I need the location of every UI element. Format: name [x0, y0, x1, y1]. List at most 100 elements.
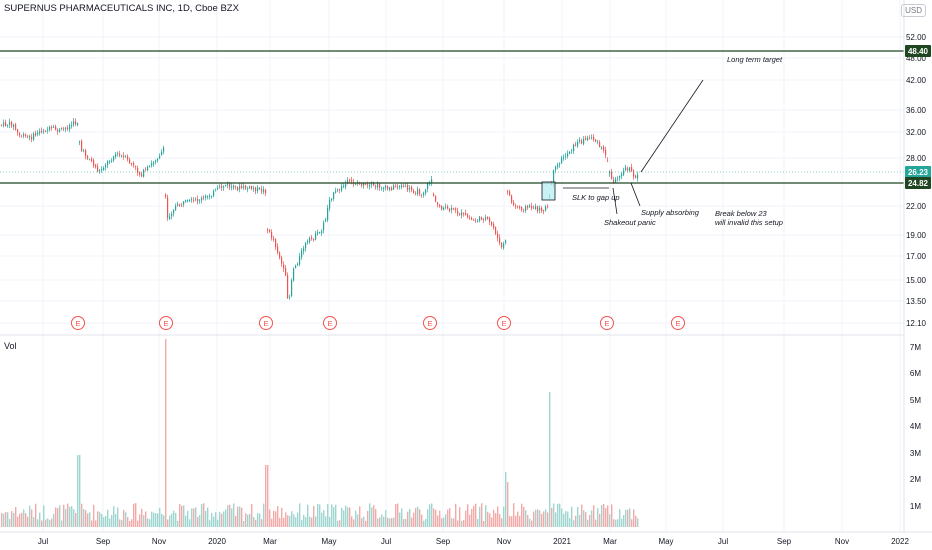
earnings-marker[interactable]: E: [159, 316, 173, 330]
volume-bar: [41, 520, 43, 527]
volume-bar: [291, 511, 293, 527]
svg-text:48.40: 48.40: [908, 47, 929, 56]
earnings-marker[interactable]: E: [600, 316, 614, 330]
candle: [143, 168, 145, 178]
annotation-shakeout: Shakeout panic: [604, 218, 656, 227]
volume-bar: [583, 510, 585, 527]
volume-bar: [137, 520, 139, 527]
volume-bar: [447, 509, 449, 527]
candle: [479, 215, 481, 223]
candle: [101, 166, 103, 173]
candle: [205, 194, 207, 201]
candle: [61, 127, 63, 131]
earnings-marker[interactable]: E: [259, 316, 273, 330]
candle: [337, 188, 339, 193]
candle: [79, 140, 81, 146]
candle: [477, 219, 479, 223]
candle: [385, 184, 387, 191]
candle: [321, 229, 323, 237]
volume-bar: [603, 503, 605, 527]
candle: [233, 184, 235, 190]
candle: [211, 195, 213, 199]
volume-bar: [617, 519, 619, 527]
price-axis-label: 28.00: [906, 154, 927, 163]
candle: [453, 207, 455, 211]
volume-bar: [131, 519, 133, 527]
candle: [329, 197, 331, 212]
candle: [449, 207, 451, 213]
price-tags: 48.40 26.23 24.82: [905, 45, 931, 189]
candle: [217, 185, 219, 191]
candle: [527, 204, 529, 210]
volume-bar: [205, 510, 207, 527]
currency-badge[interactable]: USD: [901, 4, 926, 17]
volume-bar: [173, 510, 175, 527]
time-axis-label: Nov: [835, 537, 849, 546]
volume-bar: [619, 509, 621, 527]
volume-bar: [565, 511, 567, 527]
candle: [607, 157, 609, 163]
volume-bar: [613, 519, 615, 527]
volume-bar: [381, 514, 383, 527]
volume-bar: [115, 514, 117, 527]
volume-bar: [497, 506, 499, 527]
candle: [433, 192, 435, 197]
candle: [285, 265, 287, 277]
earnings-marker[interactable]: E: [323, 316, 337, 330]
volume-bar: [441, 518, 443, 527]
volume-bar: [345, 505, 347, 527]
earnings-marker[interactable]: E: [423, 316, 437, 330]
volume-bar: [453, 518, 455, 527]
volume-bar: [365, 520, 367, 527]
volume-bar: [477, 518, 479, 527]
gap-box[interactable]: [541, 181, 556, 201]
earnings-marker[interactable]: E: [71, 316, 85, 330]
candle: [243, 183, 245, 191]
candle: [309, 236, 311, 244]
volume-bar: [111, 514, 113, 527]
candle: [403, 183, 405, 188]
volume-bar: [55, 507, 57, 527]
candle: [341, 182, 343, 193]
volume-bar: [95, 520, 97, 527]
volume-bar: [551, 507, 553, 527]
candle: [409, 185, 411, 193]
candle: [59, 128, 61, 133]
volume-bar: [579, 514, 581, 527]
candle: [185, 199, 187, 203]
volume-bar: [429, 504, 431, 527]
volume-bar: [117, 507, 119, 527]
time-axis[interactable]: Jul Sep Nov 2020 Mar May Jul Sep Nov 2021 Mar May Ju…: [38, 537, 910, 546]
volume-bar: [15, 507, 17, 527]
candle: [505, 239, 507, 245]
candle: [7, 124, 9, 128]
volume-bar: [469, 514, 471, 527]
candle: [633, 169, 635, 180]
earnings-marker[interactable]: E: [671, 316, 685, 330]
candle: [513, 199, 515, 207]
volume-bar: [193, 508, 195, 527]
candle: [195, 197, 197, 202]
price-axis[interactable]: 52.00 48.00 42.00 36.00 32.00 28.00 22.00 19.00…: [906, 33, 927, 328]
volume-bar: [531, 520, 533, 527]
volume-bar: [527, 514, 529, 527]
candle: [147, 165, 149, 172]
volume-bar: [399, 512, 401, 527]
svg-text:E: E: [163, 319, 168, 328]
annotation-lines[interactable]: [563, 79, 704, 215]
volume-bar: [237, 506, 239, 527]
candle: [9, 118, 11, 129]
volume-bar: [569, 518, 571, 527]
earnings-marker[interactable]: E: [497, 316, 511, 330]
candle: [151, 160, 153, 168]
volume-bar: [269, 509, 271, 527]
volume-bar: [611, 504, 613, 527]
time-axis-label: Sep: [96, 537, 111, 546]
candle: [1, 124, 3, 127]
volume-bar: [165, 339, 167, 527]
volume-bar: [591, 510, 593, 527]
price-axis-label: 36.00: [906, 106, 927, 115]
candle: [235, 185, 237, 190]
